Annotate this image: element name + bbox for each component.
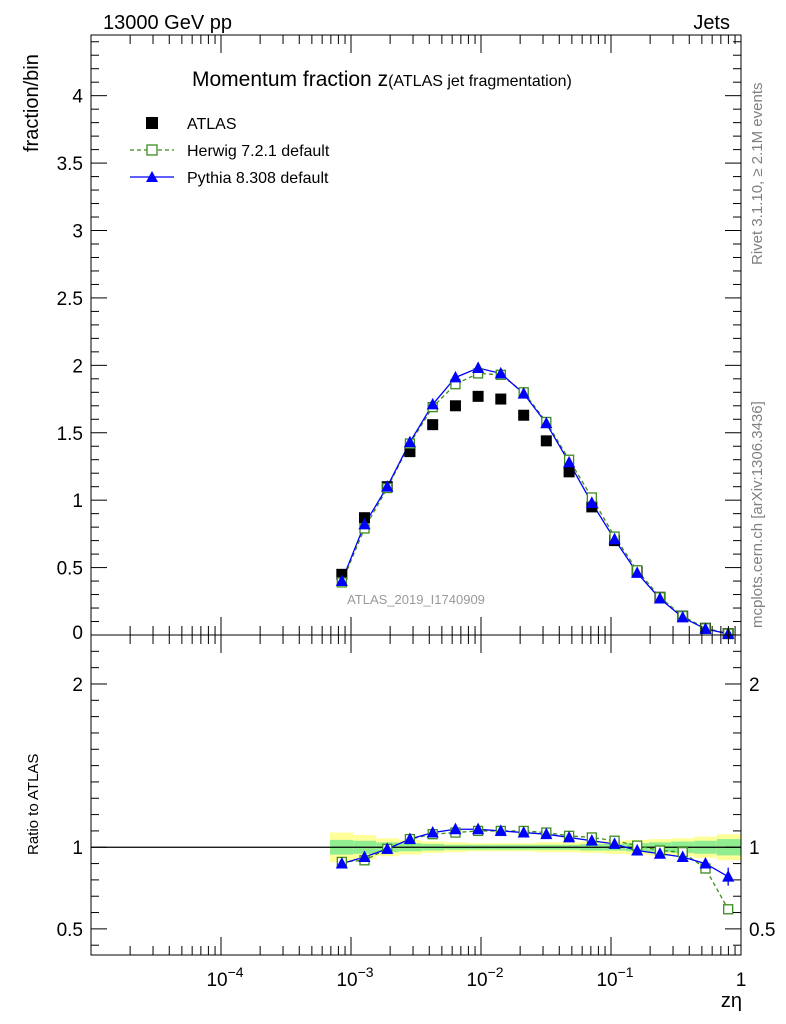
main-ytick-label: 1.5: [57, 424, 83, 445]
main-ytick-label: 3: [72, 222, 83, 243]
main-ylabel: fraction/bin: [21, 54, 43, 152]
pythia-point: [472, 361, 485, 373]
main-ytick-label: 0: [72, 623, 83, 644]
ratio-panel-frame: [90, 634, 742, 956]
main-panel-marks: [335, 361, 735, 640]
ratio-ytick-label-right: 2: [749, 675, 760, 696]
ratio-pythia-point: [585, 834, 598, 846]
ratio-pythia-point: [653, 847, 667, 859]
pythia-point: [563, 455, 576, 468]
atlas-point: [358, 512, 370, 524]
ratio-ytick-label-right: 1: [749, 838, 760, 859]
main-ytick-label: 4: [72, 87, 83, 108]
ratio-ytick-label: 1: [72, 838, 83, 859]
side-label-top: Rivet 3.1.10, ≥ 2.1M events: [749, 83, 766, 266]
ratio-pythia-point: [676, 850, 689, 862]
pythia-point: [426, 397, 439, 410]
ratio-herwig-line: [341, 830, 729, 910]
pythia-point: [608, 532, 621, 545]
main-title-sub: (ATLAS jet fragmentation): [388, 73, 572, 90]
ratio-pythia-point: [540, 827, 553, 840]
legend: ATLAS Herwig 7.2.1 default Pythia 8.308 …: [130, 116, 330, 187]
main-ytick-label: 2.5: [57, 289, 83, 310]
ratio-pythia-point: [472, 822, 485, 835]
xtick-label-base: 10: [336, 970, 357, 991]
pythia-point: [403, 435, 416, 448]
herwig-line: [341, 372, 729, 635]
pythia-point: [676, 610, 689, 623]
ratio-pythia-point: [381, 842, 394, 854]
ratio-pythia-point: [426, 825, 439, 838]
side-label-bottom: mcplots.cern.ch [arXiv:1306.3436]: [749, 401, 766, 628]
atlas-point: [518, 409, 530, 421]
pythia-point: [449, 370, 462, 383]
ratio-pythia-point: [403, 832, 416, 845]
pythia-point: [381, 480, 394, 492]
pythia-point: [494, 366, 507, 379]
legend-label-atlas: ATLAS: [187, 116, 237, 133]
legend-marker-atlas: [146, 117, 158, 129]
xtick-label-exponent: −2: [488, 964, 504, 980]
xtick-label-exponent: −4: [228, 964, 244, 980]
pythia-point: [631, 566, 644, 578]
atlas-point: [427, 419, 439, 431]
ratio-pythia-point: [563, 830, 576, 843]
ratio-pythia-point: [494, 824, 507, 836]
xtick-label: 10−4: [206, 964, 243, 991]
header-right: Jets: [693, 12, 730, 34]
main-ytick-label: 3.5: [57, 154, 83, 175]
xtick-label: 10−1: [596, 964, 633, 991]
x-axis-label: zη: [721, 990, 742, 1012]
pythia-point: [699, 622, 712, 634]
pythia-point: [653, 591, 667, 604]
atlas-point: [404, 446, 416, 458]
pythia-point: [540, 416, 553, 429]
pythia-point: [358, 517, 371, 530]
ratio-panel-marks: [91, 822, 741, 915]
legend-label-pythia: Pythia 8.308 default: [187, 170, 329, 187]
main-ytick-label: 1: [72, 491, 83, 512]
atlas-point: [563, 466, 575, 478]
watermark: ATLAS_2019_I1740909: [347, 592, 485, 607]
ratio-ytick-label: 2: [72, 675, 83, 696]
main-title-text: Momentum fraction z: [192, 68, 388, 91]
xtick-label-base: 10: [206, 970, 227, 991]
ratio-pythia-point: [449, 822, 462, 835]
atlas-point: [336, 568, 348, 580]
ratio-pythia-point: [335, 856, 348, 869]
ratio-pythia-point: [631, 843, 644, 856]
pythia-point: [517, 387, 530, 399]
header-left: 13000 GeV pp: [103, 12, 232, 34]
xtick-label-base: 1: [736, 970, 747, 991]
ratio-herwig-point: [723, 904, 734, 915]
axes: 00.511.522.533.540.5 0.51 12 210−4 10−3 10−2 1…: [57, 34, 775, 991]
xtick-label: 1: [736, 970, 747, 991]
ratio-ylabel: Ratio to ATLAS: [25, 754, 42, 855]
ratio-pythia-point: [517, 825, 530, 838]
ratio-ytick-label-right: 0.5: [749, 920, 775, 941]
main-title: Momentum fraction z(ATLAS jet fragmentat…: [192, 68, 572, 91]
ratio-pythia-point: [358, 850, 371, 862]
atlas-point: [472, 390, 484, 402]
pythia-point: [335, 574, 348, 587]
main-ytick-label: 0.5: [57, 559, 83, 580]
legend-marker-pythia: [146, 171, 158, 182]
atlas-point: [495, 393, 507, 405]
xtick-label-exponent: −1: [618, 964, 634, 980]
legend-marker-herwig: [146, 144, 158, 156]
ratio-pythia-point: [608, 837, 621, 849]
ratio-ytick-label: 0.5: [57, 920, 83, 941]
xtick-label: 10−2: [466, 964, 503, 991]
xtick-label-base: 10: [466, 970, 487, 991]
legend-label-herwig: Herwig 7.2.1 default: [187, 143, 330, 160]
atlas-point: [449, 400, 461, 412]
xtick-label-base: 10: [596, 970, 617, 991]
ratio-pythia-point: [699, 856, 712, 869]
atlas-point: [540, 435, 552, 447]
xtick-label-exponent: −3: [358, 964, 374, 980]
xtick-label: 10−3: [336, 964, 373, 991]
pythia-point: [585, 496, 598, 508]
main-ytick-label: 2: [72, 356, 83, 377]
